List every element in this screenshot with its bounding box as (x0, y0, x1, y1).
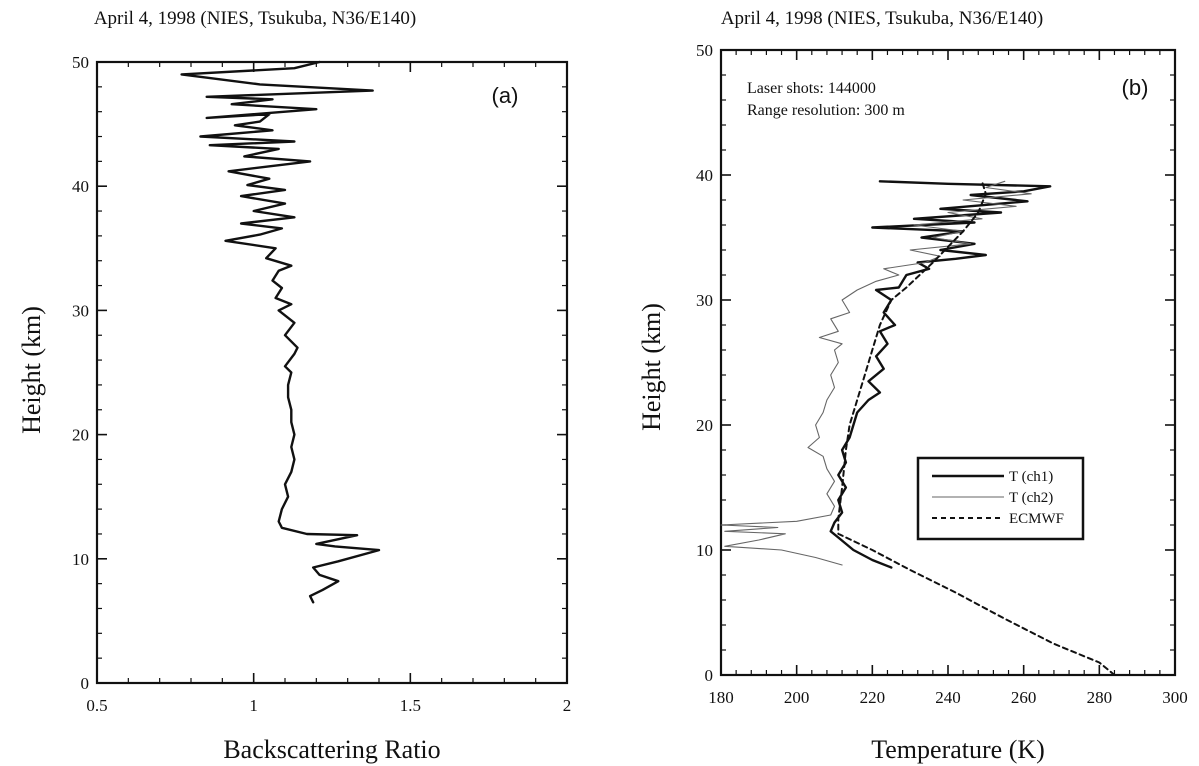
x-tick-label: 300 (1162, 688, 1188, 707)
x-tick-label: 2 (563, 696, 572, 715)
y-tick-label: 30 (696, 291, 713, 310)
panel-b-ylabel: Height (km) (637, 303, 666, 431)
panel-a: April 4, 1998 (NIES, Tsukuba, N36/E140) … (17, 8, 571, 764)
y-tick-label: 10 (696, 541, 713, 560)
x-tick-label: 240 (935, 688, 961, 707)
panel-b-label: (b) (1122, 75, 1149, 100)
panel-b: April 4, 1998 (NIES, Tsukuba, N36/E140) … (637, 8, 1188, 764)
panel-a-label: (a) (492, 83, 519, 108)
legend-label-ecmwf: ECMWF (1009, 511, 1064, 527)
panel-b-xlabel: Temperature (K) (871, 735, 1045, 764)
y-tick-label: 50 (696, 41, 713, 60)
y-tick-label: 20 (72, 426, 89, 445)
panel-b-line-t-ch1 (829, 180, 1052, 569)
y-tick-label: 40 (696, 166, 713, 185)
x-tick-label: 220 (860, 688, 886, 707)
y-tick-label: 10 (72, 550, 89, 569)
x-tick-label: 260 (1011, 688, 1037, 707)
range-resolution-note: Range resolution: 300 m (747, 102, 905, 119)
y-tick-label: 20 (696, 416, 713, 435)
y-tick-label: 50 (72, 53, 89, 72)
x-tick-label: 200 (784, 688, 810, 707)
y-tick-label: 0 (705, 666, 714, 685)
legend: T (ch1) T (ch2) ECMWF (916, 456, 1085, 541)
y-tick-label: 40 (72, 177, 89, 196)
x-tick-label: 180 (708, 688, 734, 707)
legend-label-t-ch2: T (ch2) (1009, 490, 1053, 506)
panel-a-xlabel: Backscattering Ratio (223, 735, 440, 764)
panel-b-frame (719, 48, 1177, 677)
legend-label-t-ch1: T (ch1) (1009, 469, 1053, 485)
panel-a-title: April 4, 1998 (NIES, Tsukuba, N36/E140) (94, 8, 416, 29)
x-tick-label: 0.5 (86, 696, 107, 715)
panel-b-title: April 4, 1998 (NIES, Tsukuba, N36/E140) (721, 8, 1043, 29)
x-tick-label: 1.5 (400, 696, 421, 715)
panel-b-line-ecmwf (837, 180, 1116, 676)
legend-box (916, 456, 1085, 541)
panel-a-frame (95, 60, 569, 685)
panel-a-ylabel: Height (km) (17, 306, 46, 434)
panel-a-line-series-0 (180, 60, 381, 604)
x-tick-label: 280 (1087, 688, 1113, 707)
x-tick-label: 1 (249, 696, 258, 715)
laser-shots-note: Laser shots: 144000 (747, 80, 876, 97)
y-tick-label: 0 (81, 674, 90, 693)
y-tick-label: 30 (72, 301, 89, 320)
